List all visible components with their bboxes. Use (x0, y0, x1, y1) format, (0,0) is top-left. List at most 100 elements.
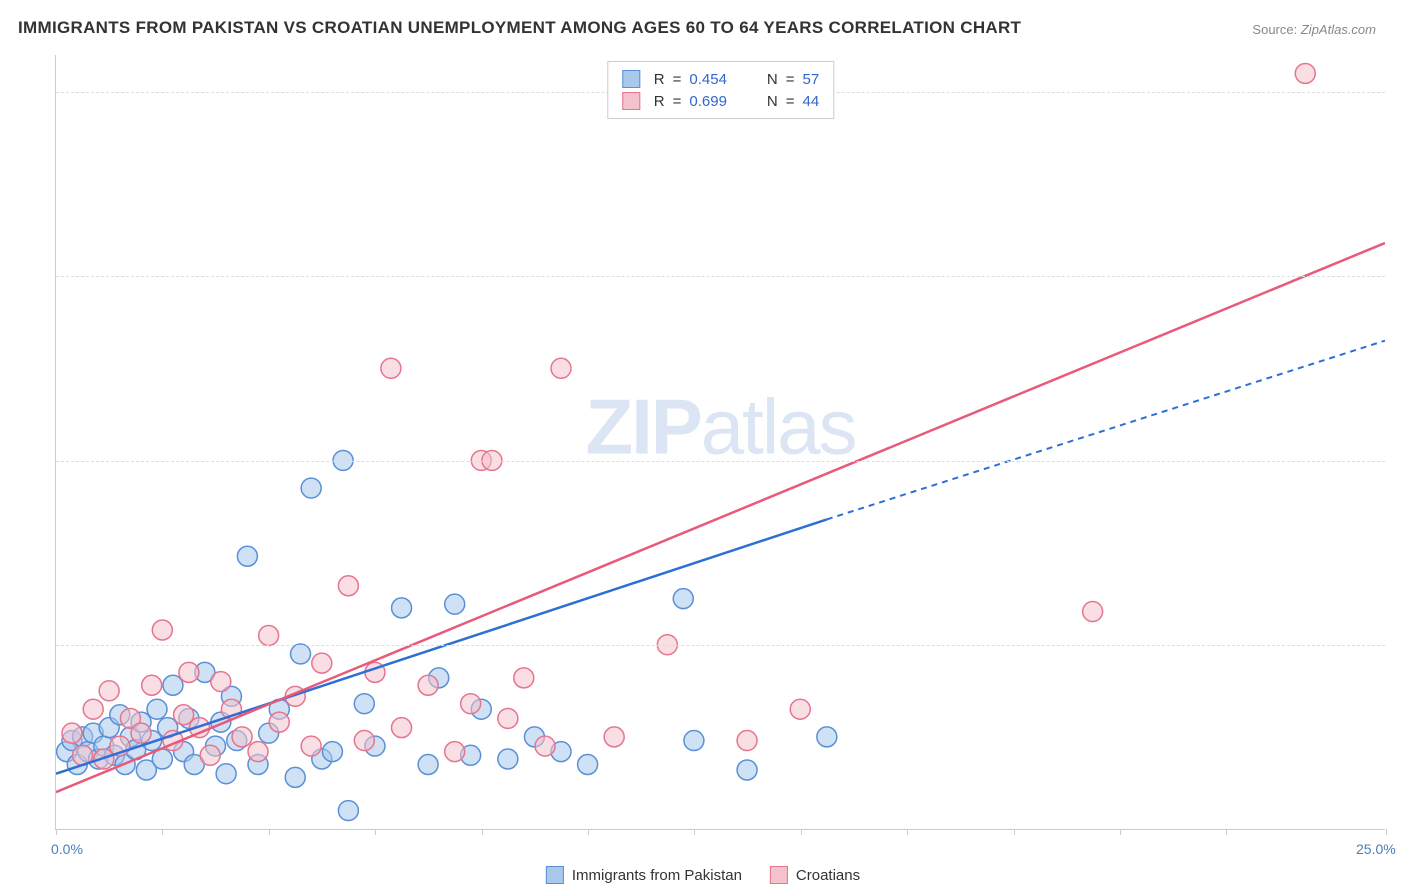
data-point (445, 742, 465, 762)
n-label: N (767, 71, 778, 88)
data-point (62, 723, 82, 743)
x-tick (1386, 829, 1387, 835)
data-point (673, 589, 693, 609)
equals-sign: = (786, 93, 795, 110)
data-point (790, 699, 810, 719)
x-tick (162, 829, 163, 835)
chart-svg (56, 55, 1385, 829)
x-tick (801, 829, 802, 835)
x-tick (588, 829, 589, 835)
data-point (604, 727, 624, 747)
data-point (514, 668, 534, 688)
legend-swatch-icon (770, 866, 788, 884)
equals-sign: = (673, 71, 682, 88)
legend-label: Immigrants from Pakistan (572, 867, 742, 884)
data-point (445, 594, 465, 614)
legend-item-pakistan: Immigrants from Pakistan (546, 866, 742, 884)
data-point (152, 620, 172, 640)
data-point (684, 731, 704, 751)
data-point (498, 708, 518, 728)
data-point (147, 699, 167, 719)
data-point (99, 681, 119, 701)
x-tick (907, 829, 908, 835)
data-point (301, 736, 321, 756)
trend-line-extrapolated (827, 341, 1385, 520)
data-point (83, 699, 103, 719)
data-point (322, 742, 342, 762)
data-point (535, 736, 555, 756)
data-point (338, 576, 358, 596)
legend-swatch-icon (622, 70, 640, 88)
data-point (285, 767, 305, 787)
data-point (291, 644, 311, 664)
data-point (131, 723, 151, 743)
x-tick (1226, 829, 1227, 835)
x-tick-label: 0.0% (51, 841, 83, 857)
legend-row-pakistan: R = 0.454 N = 57 (622, 68, 819, 90)
data-point (737, 760, 757, 780)
data-point (392, 598, 412, 618)
legend-item-croatians: Croatians (770, 866, 860, 884)
legend-swatch-icon (622, 92, 640, 110)
x-tick (694, 829, 695, 835)
data-point (354, 694, 374, 714)
r-label: R (654, 93, 665, 110)
r-label: R (654, 71, 665, 88)
n-label: N (767, 93, 778, 110)
data-point (232, 727, 252, 747)
trend-line (56, 519, 827, 773)
r-value: 0.699 (689, 93, 727, 110)
n-value: 44 (803, 93, 820, 110)
data-point (551, 358, 571, 378)
equals-sign: = (673, 93, 682, 110)
equals-sign: = (786, 71, 795, 88)
series-legend: Immigrants from Pakistan Croatians (546, 866, 860, 884)
data-point (392, 718, 412, 738)
gridline (56, 276, 1385, 277)
data-point (301, 478, 321, 498)
plot-area: ZIPatlas R = 0.454 N = 57 R = 0.699 N = … (55, 55, 1385, 830)
data-point (216, 764, 236, 784)
x-tick-label: 25.0% (1356, 841, 1396, 857)
data-point (248, 742, 268, 762)
gridline (56, 645, 1385, 646)
data-point (312, 653, 332, 673)
data-point (237, 546, 257, 566)
x-tick (482, 829, 483, 835)
data-point (737, 731, 757, 751)
r-value: 0.454 (689, 71, 727, 88)
data-point (259, 626, 279, 646)
gridline (56, 461, 1385, 462)
data-point (354, 731, 374, 751)
data-point (1083, 602, 1103, 622)
data-point (200, 745, 220, 765)
legend-row-croatians: R = 0.699 N = 44 (622, 90, 819, 112)
correlation-legend: R = 0.454 N = 57 R = 0.699 N = 44 (607, 61, 834, 119)
data-point (1295, 63, 1315, 83)
trend-line (56, 243, 1385, 792)
x-tick (56, 829, 57, 835)
data-point (498, 749, 518, 769)
x-tick (269, 829, 270, 835)
legend-swatch-icon (546, 866, 564, 884)
source-attribution: Source: ZipAtlas.com (1252, 22, 1376, 37)
n-value: 57 (803, 71, 820, 88)
source-value: ZipAtlas.com (1301, 22, 1376, 37)
data-point (418, 675, 438, 695)
data-point (381, 358, 401, 378)
data-point (578, 755, 598, 775)
data-point (817, 727, 837, 747)
x-tick (1014, 829, 1015, 835)
source-label: Source: (1252, 22, 1297, 37)
data-point (142, 675, 162, 695)
x-tick (1120, 829, 1121, 835)
legend-label: Croatians (796, 867, 860, 884)
data-point (338, 801, 358, 821)
data-point (211, 672, 231, 692)
x-tick (375, 829, 376, 835)
data-point (418, 755, 438, 775)
data-point (269, 712, 289, 732)
data-point (179, 662, 199, 682)
chart-title: IMMIGRANTS FROM PAKISTAN VS CROATIAN UNE… (18, 18, 1021, 38)
data-point (461, 694, 481, 714)
